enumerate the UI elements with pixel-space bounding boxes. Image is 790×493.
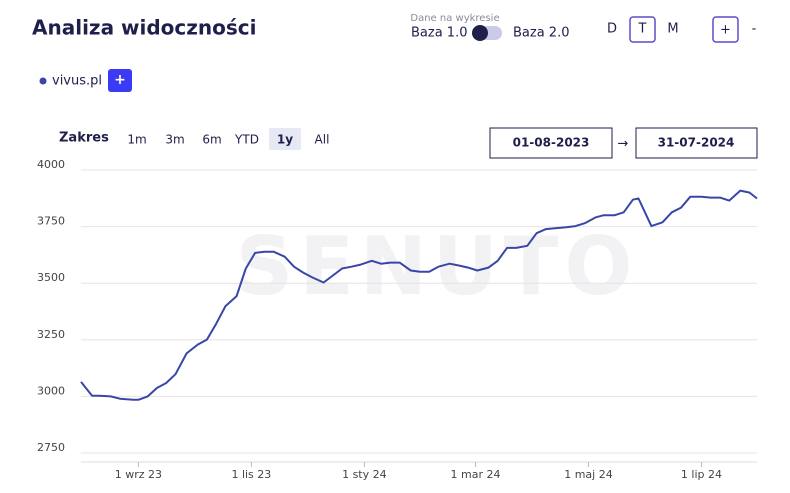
granularity-option[interactable]: T: [638, 22, 647, 37]
date-from-box[interactable]: [489, 127, 613, 159]
range-option[interactable]: 6m: [202, 133, 221, 147]
x-tick-label: 1 mar 24: [451, 468, 501, 481]
page-title: Analiza widoczności: [32, 16, 257, 40]
add-button[interactable]: [108, 69, 132, 92]
y-tick-label: 3500: [37, 271, 65, 284]
range-option[interactable]: All: [315, 133, 330, 147]
range-option[interactable]: 3m: [165, 133, 184, 147]
data-label: Dane na wykresie: [410, 13, 499, 24]
date-arrow: →: [618, 137, 629, 152]
granularity-option[interactable]: D: [607, 22, 617, 37]
date-to[interactable]: 31-07-2024: [658, 136, 735, 150]
x-tick-label: 1 wrz 23: [115, 468, 162, 481]
x-tick-label: 1 maj 24: [564, 468, 613, 481]
base-left[interactable]: Baza 1.0: [411, 26, 467, 41]
x-tick-label: 1 sty 24: [342, 468, 387, 481]
granularity-selected[interactable]: [629, 16, 656, 43]
y-tick-label: 4000: [37, 158, 65, 171]
date-from[interactable]: 01-08-2023: [513, 136, 590, 150]
range-selected[interactable]: [269, 128, 301, 150]
y-tick-label: 3750: [37, 215, 65, 228]
granularity-option[interactable]: M: [667, 22, 678, 37]
legend-dot: [39, 77, 47, 85]
y-tick-label: 3000: [37, 384, 65, 397]
x-tick-label: 1 lip 24: [681, 468, 722, 481]
base-right[interactable]: Baza 2.0: [513, 26, 569, 41]
date-to-box[interactable]: [635, 127, 758, 159]
range-label: Zakres: [59, 131, 109, 146]
x-tick-label: 1 lis 23: [231, 468, 271, 481]
watermark: SENUTO: [236, 220, 639, 313]
range-option[interactable]: 1m: [127, 133, 146, 147]
y-tick-label: 2750: [37, 441, 65, 454]
zoom-in-button[interactable]: [712, 16, 739, 43]
zoom-out[interactable]: -: [752, 22, 757, 37]
add-button-label[interactable]: +: [114, 72, 126, 88]
toggle-knob[interactable]: [472, 25, 488, 41]
range-option[interactable]: YTD: [234, 133, 259, 147]
zoom-in[interactable]: +: [720, 23, 731, 38]
line-series: [80, 189, 758, 401]
legend-label: vivus.pl: [52, 74, 102, 89]
range-option[interactable]: 1y: [277, 133, 293, 147]
y-tick-label: 3250: [37, 328, 65, 341]
